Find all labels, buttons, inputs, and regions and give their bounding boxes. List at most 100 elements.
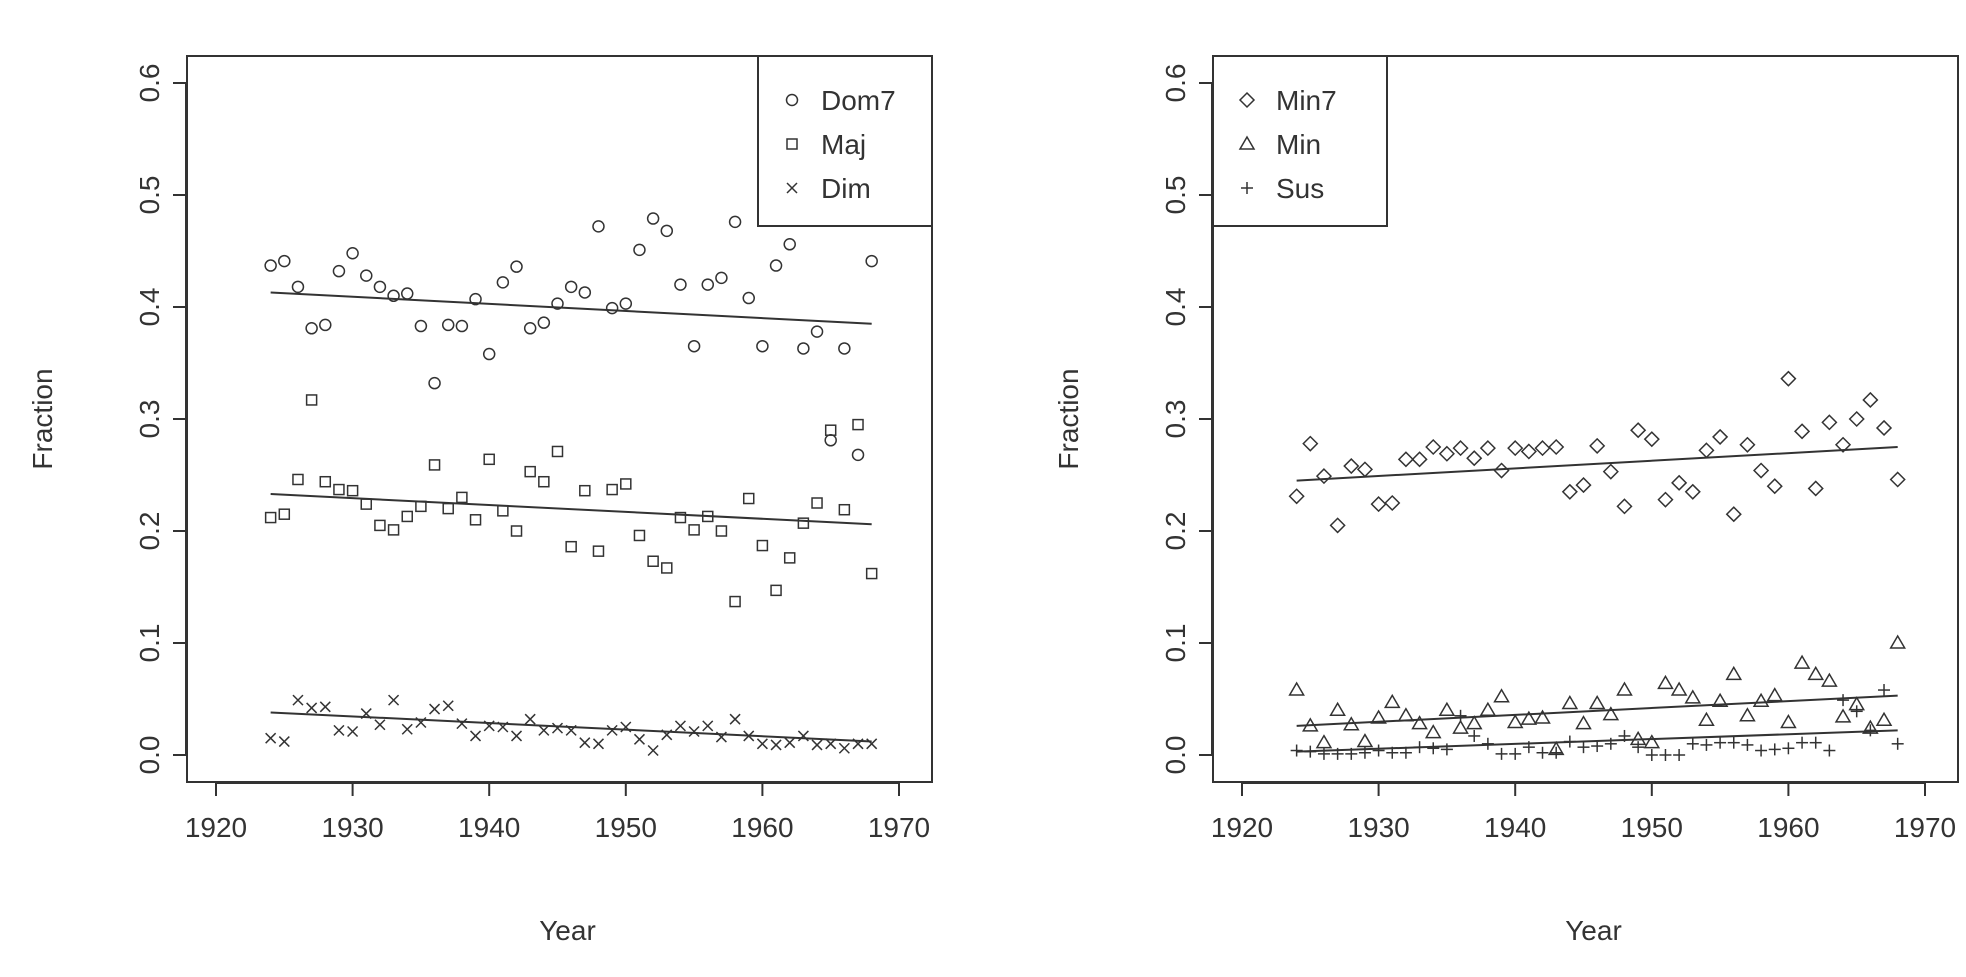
maj-point <box>797 517 810 529</box>
dim-point <box>292 694 304 706</box>
dim-point <box>770 739 782 751</box>
maj-point <box>838 503 851 516</box>
dim-point <box>756 738 768 750</box>
dim-point <box>551 722 564 734</box>
dom7-point <box>482 347 496 361</box>
left-y-axis: 0.0 0.1 0.2 0.3 0.4 0.5 0.6 <box>134 64 187 774</box>
legend-box <box>1212 55 1388 227</box>
y-tick-label: 0.2 <box>134 512 165 551</box>
maj-point <box>483 453 495 466</box>
dim-point <box>729 713 741 725</box>
legend-maj-label: Maj <box>821 129 866 160</box>
min-point <box>1561 694 1579 710</box>
dom7-point <box>523 322 537 335</box>
sus-point <box>1509 747 1522 760</box>
maj-point <box>497 505 509 517</box>
dim-point <box>743 730 755 742</box>
maj-point <box>360 498 373 510</box>
dom7-point <box>551 297 564 310</box>
legend-maj-marker <box>786 138 798 150</box>
dim-point <box>374 719 386 731</box>
sus-point <box>1850 705 1863 718</box>
x-tick-label: 1970 <box>1894 812 1956 843</box>
sus-point <box>1550 746 1563 759</box>
min7-point <box>1684 483 1701 500</box>
maj-point <box>401 510 413 523</box>
dim-point <box>497 721 509 733</box>
dom7-point <box>851 448 865 462</box>
dim-point <box>306 702 318 714</box>
min7-point <box>1315 468 1333 485</box>
maj-point <box>633 529 646 542</box>
min7-point <box>1889 471 1906 488</box>
min7-point <box>1630 422 1647 439</box>
sus-point <box>1891 737 1904 750</box>
min-point <box>1356 733 1374 748</box>
sus-point <box>1768 743 1781 756</box>
y-tick-label: 0.5 <box>134 176 165 215</box>
dom7-point <box>687 339 701 353</box>
dim-point <box>688 725 700 738</box>
dom7-point <box>592 220 605 233</box>
maj-point <box>715 525 728 537</box>
sus-point <box>1536 746 1549 759</box>
dom7-point <box>783 238 796 251</box>
maj-point <box>524 465 536 478</box>
min-point <box>1397 707 1415 722</box>
sus-point <box>1837 694 1850 707</box>
sus-point <box>1413 741 1426 754</box>
sus-point <box>1577 741 1590 754</box>
dim-point <box>265 732 277 744</box>
min-point <box>1506 714 1524 729</box>
y-tick-label: 0.3 <box>1160 400 1191 439</box>
min-point <box>1479 701 1497 716</box>
min-point <box>1780 714 1797 729</box>
y-tick-label: 0.4 <box>1160 288 1191 327</box>
maj-point <box>620 478 632 490</box>
dom7-trend-line <box>270 291 872 325</box>
dom7-point <box>838 342 851 355</box>
dom7-point <box>278 254 291 268</box>
maj-point <box>565 540 577 553</box>
dom7-point <box>633 243 646 257</box>
min7-point <box>1657 491 1674 508</box>
dom7-point <box>291 280 305 294</box>
sus-point <box>1782 742 1795 755</box>
sus-point <box>1823 744 1836 757</box>
legend-min7-marker <box>1238 91 1256 109</box>
dim-point <box>620 721 632 733</box>
maj-point <box>702 510 714 523</box>
min7-point <box>1780 370 1797 387</box>
y-tick-label: 0.6 <box>1160 64 1191 103</box>
dom7-point <box>455 319 469 333</box>
min7-point <box>1712 428 1729 445</box>
min-point <box>1370 709 1387 724</box>
dim-point <box>565 724 577 736</box>
sus-point <box>1796 736 1809 749</box>
x-tick-label: 1960 <box>1757 812 1819 843</box>
y-tick-label: 0.3 <box>134 400 165 439</box>
min-point <box>1329 701 1346 716</box>
maj-point <box>305 394 318 406</box>
dim-point <box>360 708 372 720</box>
maj-point <box>865 567 878 580</box>
sus-point <box>1659 749 1672 761</box>
dom7-point <box>619 297 633 310</box>
min-point <box>1315 734 1333 749</box>
min-point <box>1602 706 1620 721</box>
dim-point <box>674 720 686 732</box>
maj-point <box>688 524 700 536</box>
series-dom7 <box>264 212 878 462</box>
dim-point <box>470 730 482 742</box>
min7-point <box>1766 478 1783 495</box>
min7-point <box>1466 450 1483 467</box>
min7-point <box>1793 423 1811 440</box>
dom7-point <box>701 278 715 291</box>
min7-point <box>1384 494 1401 512</box>
min-point <box>1821 672 1838 687</box>
sus-point <box>1673 749 1686 761</box>
x-tick-label: 1920 <box>185 812 247 843</box>
min-point <box>1739 707 1756 722</box>
dim-point <box>838 742 850 754</box>
maj-point <box>647 555 659 567</box>
